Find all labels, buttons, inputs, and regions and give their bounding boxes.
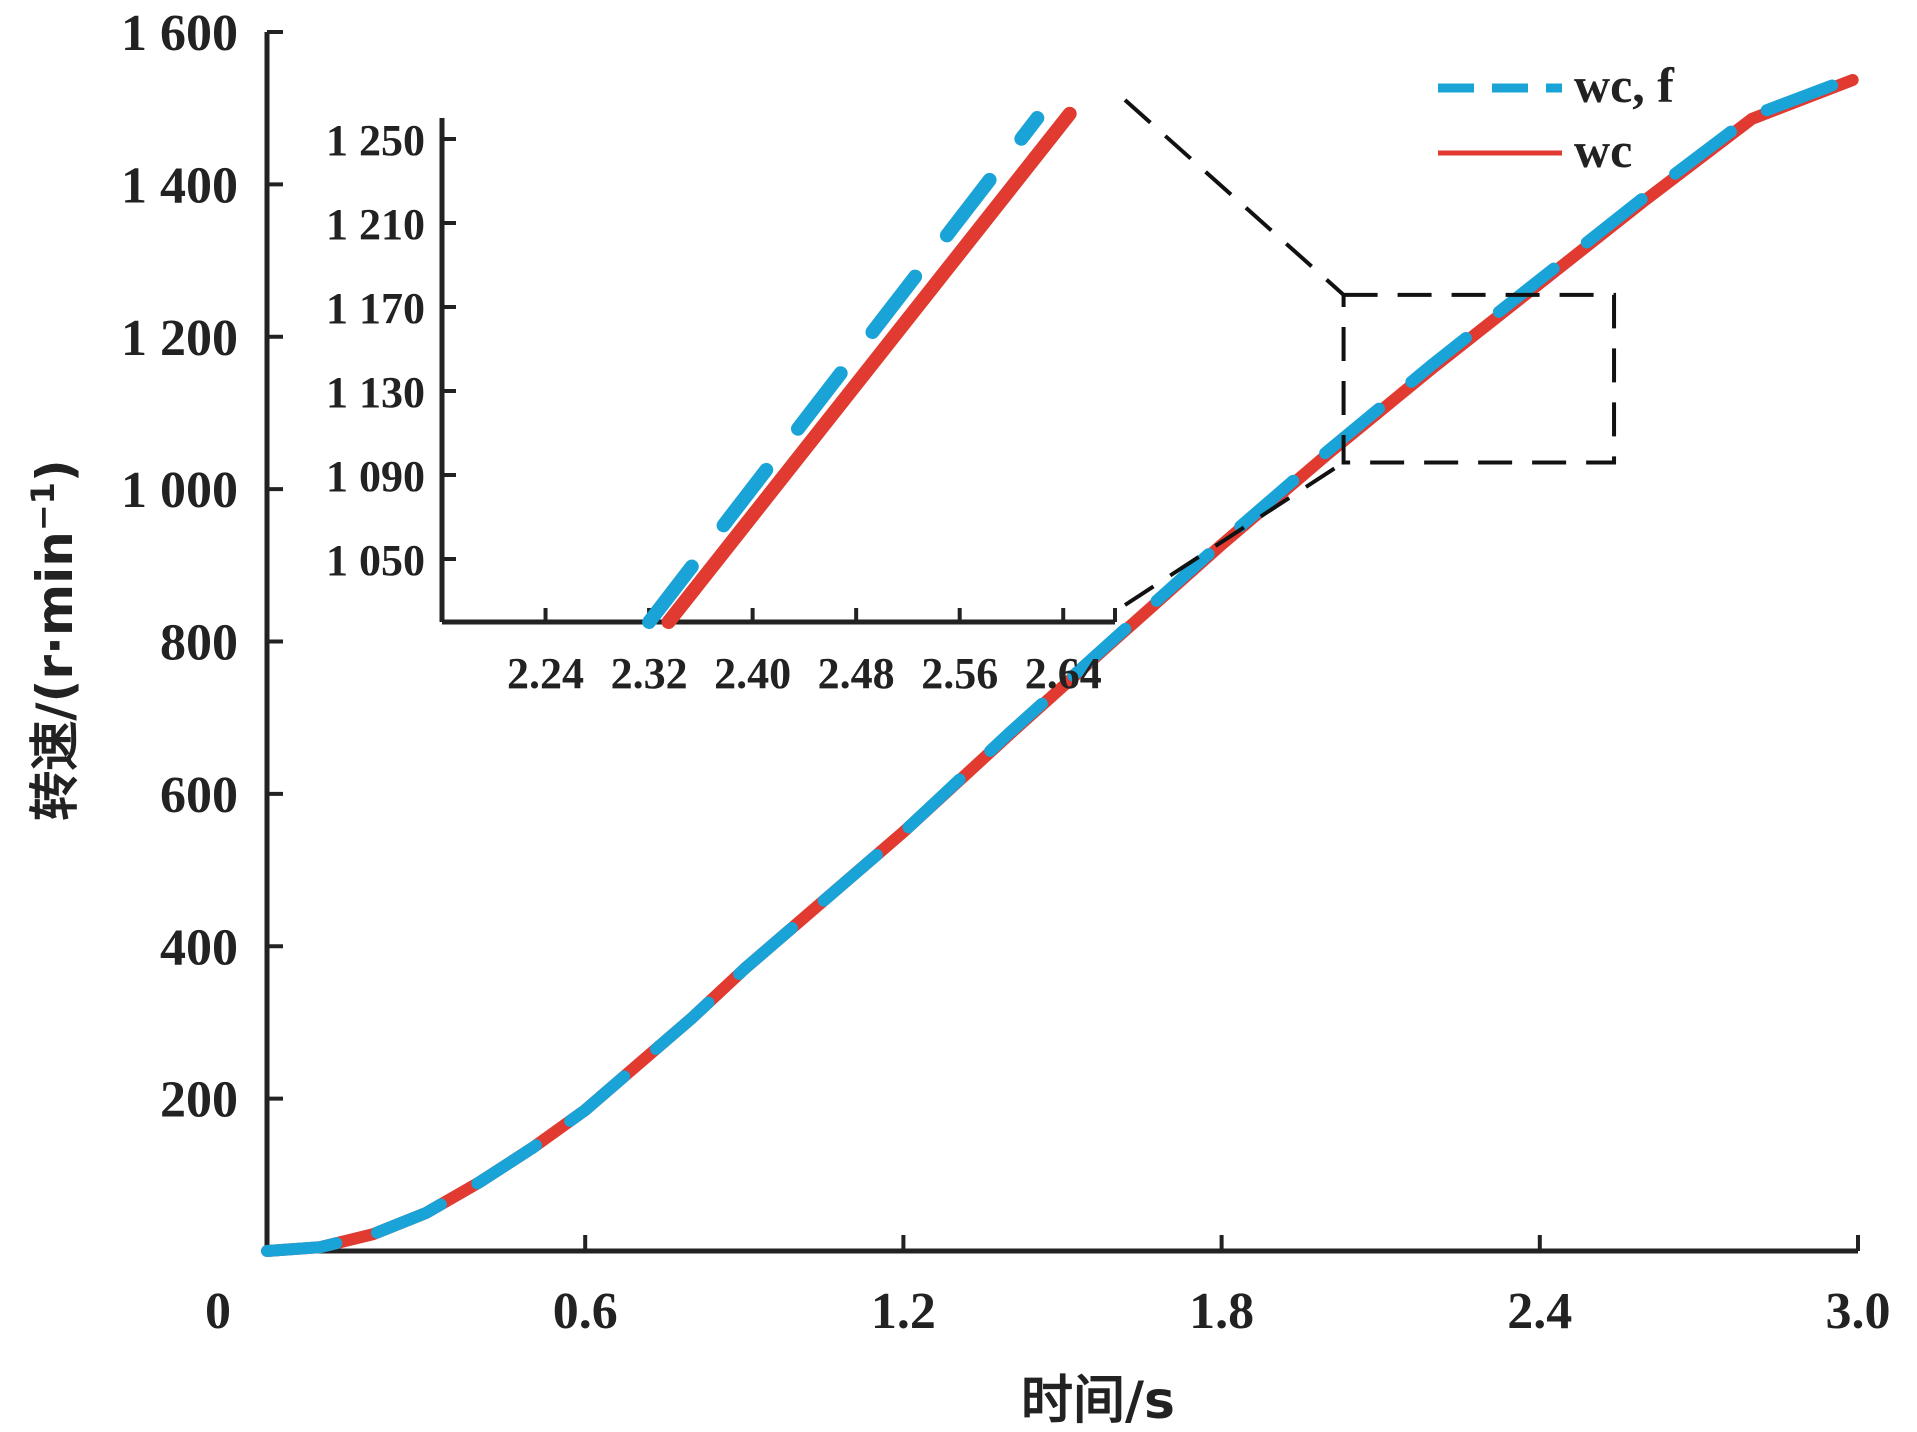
x-tick-label: 1.8 bbox=[1189, 1283, 1254, 1340]
inset-x-tick-label: 2.40 bbox=[714, 649, 791, 698]
inset-x-tick-label: 2.24 bbox=[507, 649, 584, 698]
y-tick-label: 800 bbox=[160, 615, 238, 672]
inset-y-tick-label: 1 250 bbox=[326, 116, 425, 165]
legend-label-wc: wc bbox=[1574, 122, 1632, 178]
y-tick-label: 1 200 bbox=[121, 310, 238, 367]
main-axes: 0 0.6 1.2 1.8 2.4 3.0 200 400 600 800 1 000 1 200 1 … bbox=[121, 5, 1891, 1340]
inset-series-wc-line bbox=[661, 106, 1077, 629]
x-tick-label: 3.0 bbox=[1826, 1283, 1891, 1340]
inset-axes: 2.24 2.32 2.40 2.48 2.56 2.64 1 050 1 090 1 130 1… bbox=[326, 116, 1117, 698]
y-tick-label: 1 600 bbox=[121, 5, 238, 62]
y-tick-label: 1 400 bbox=[121, 157, 238, 214]
y-tick-label: 1 000 bbox=[121, 462, 238, 519]
y-axis-title-main: 转速/(r·min bbox=[26, 531, 84, 821]
x-tick-label: 2.4 bbox=[1507, 1283, 1572, 1340]
inset-x-tick-label: 2.64 bbox=[1025, 649, 1102, 698]
x-tick-label: 0.6 bbox=[553, 1283, 618, 1340]
y-tick-label: 600 bbox=[160, 767, 238, 824]
inset-x-tick-label: 2.32 bbox=[611, 649, 688, 698]
zoom-connector-top bbox=[1123, 98, 1345, 297]
legend: wc, f wc bbox=[1438, 57, 1675, 178]
x-axis-title: 时间/s bbox=[1021, 1371, 1175, 1431]
zoom-box bbox=[1341, 292, 1617, 465]
inset-x-tick-label: 2.56 bbox=[921, 649, 998, 698]
inset-x-tick-label: 2.48 bbox=[818, 649, 895, 698]
y-axis-title: 转速/(r·min−1) bbox=[24, 459, 84, 821]
zoom-connector-bottom bbox=[1123, 460, 1345, 607]
inset-plot-series bbox=[642, 106, 1077, 629]
inset-y-tick-label: 1 130 bbox=[326, 368, 425, 417]
y-axis-title-close: ) bbox=[26, 459, 84, 482]
x-tick-label: 0 bbox=[205, 1283, 231, 1340]
inset-y-tick-label: 1 050 bbox=[326, 536, 425, 585]
y-tick-label: 400 bbox=[160, 919, 238, 976]
y-tick-label: 200 bbox=[160, 1072, 238, 1129]
main-plot-series bbox=[261, 71, 1859, 1257]
x-tick-label: 1.2 bbox=[871, 1283, 936, 1340]
inset-y-tick-label: 1 170 bbox=[326, 284, 425, 333]
series-wc-f-line bbox=[261, 71, 1859, 1257]
inset-y-tick-label: 1 210 bbox=[326, 200, 425, 249]
inset-y-tick-label: 1 090 bbox=[326, 452, 425, 501]
inset-series-wc-f-line bbox=[642, 111, 1045, 629]
zoom-indicator bbox=[1123, 98, 1617, 607]
legend-label-wc-f: wc, f bbox=[1574, 57, 1675, 113]
y-axis-title-superscript: −1 bbox=[24, 482, 62, 531]
